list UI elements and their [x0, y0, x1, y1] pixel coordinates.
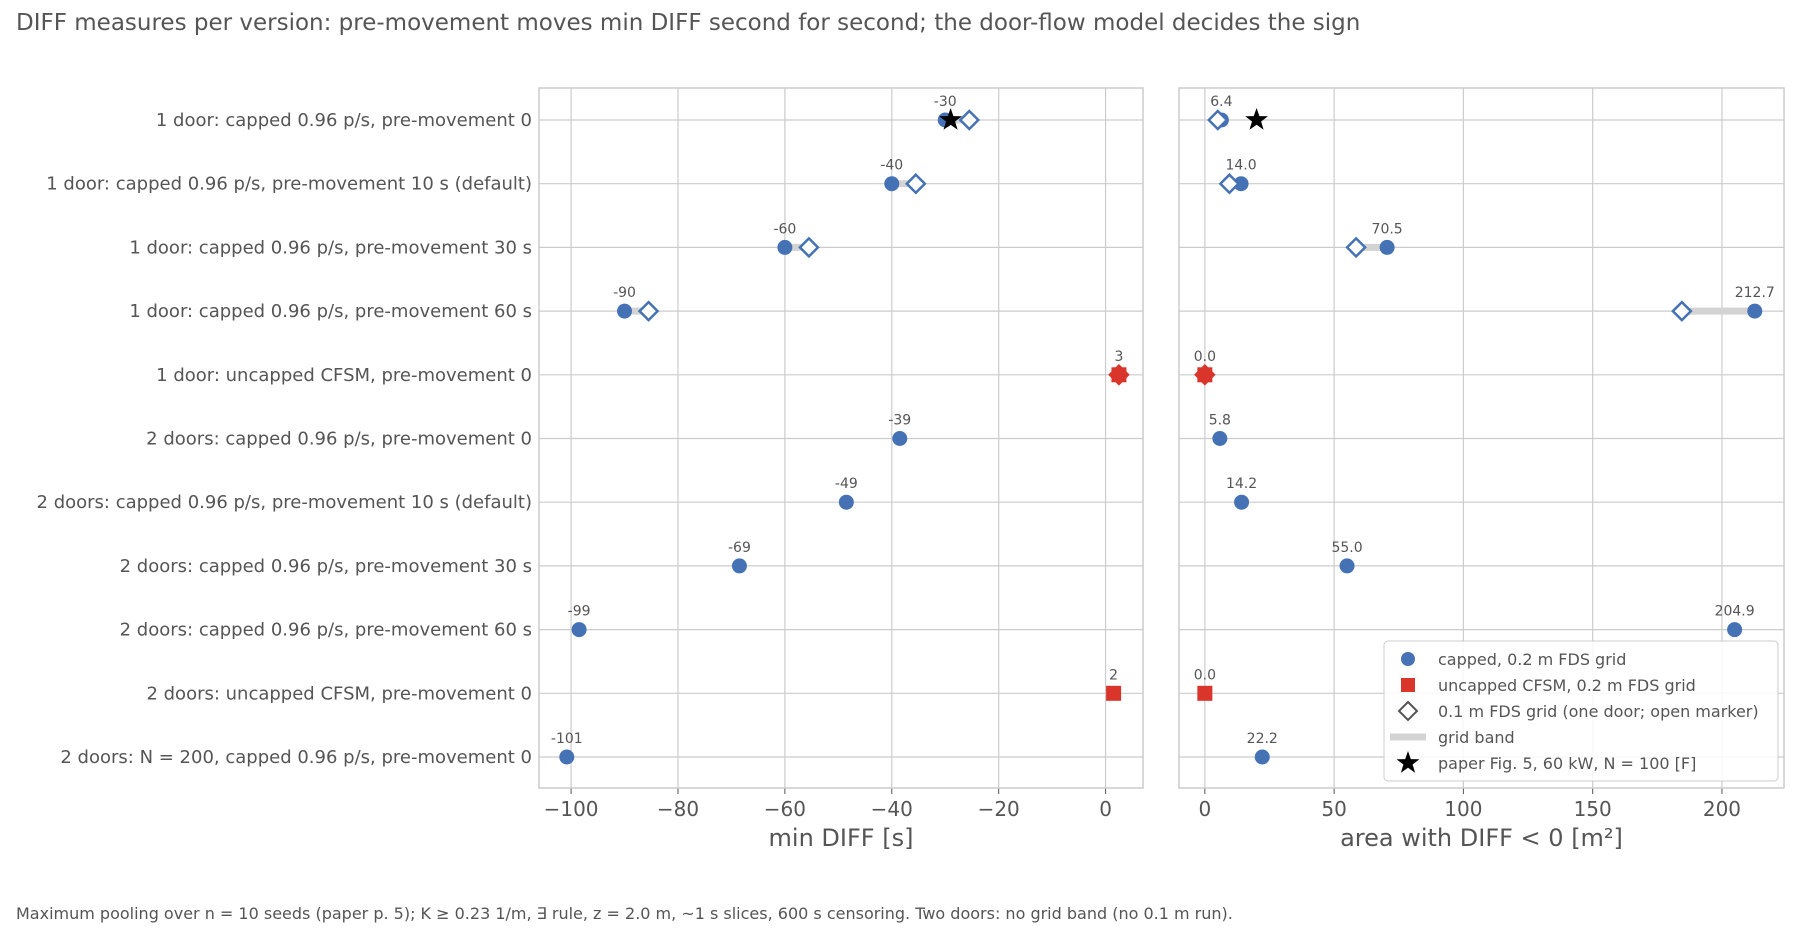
fine-grid-diamond-marker — [798, 236, 820, 259]
row-label: 2 doors: capped 0.96 p/s, pre-movement 1… — [37, 492, 532, 513]
capped-circle-marker — [1727, 622, 1743, 638]
legend-label: grid band — [1438, 728, 1515, 747]
data-label: 0.0 — [1194, 349, 1216, 365]
x-tick-label: 50 — [1321, 797, 1346, 821]
x-tick-label: 0 — [1099, 797, 1112, 821]
data-label: -49 — [835, 476, 858, 492]
x-tick-label: −20 — [978, 797, 1020, 821]
legend-square-swatch — [1401, 678, 1415, 692]
x-tick-label: −100 — [544, 797, 599, 821]
data-label: -40 — [880, 158, 903, 174]
legend-label: 0.1 m FDS grid (one door; open marker) — [1438, 702, 1759, 721]
data-label: 0.0 — [1194, 667, 1216, 683]
data-label: 14.2 — [1226, 476, 1257, 492]
legend-diamond-swatch — [1397, 700, 1419, 722]
axes-frame — [538, 87, 1144, 789]
row-label: 2 doors: capped 0.96 p/s, pre-movement 3… — [120, 556, 532, 577]
legend-circle-swatch — [1401, 652, 1415, 666]
data-label: 22.2 — [1247, 731, 1278, 747]
fine-grid-diamond-marker — [1108, 364, 1130, 386]
capped-circle-marker — [1379, 239, 1395, 255]
data-label: -90 — [613, 285, 636, 301]
capped-circle-marker — [884, 176, 900, 192]
fine-grid-diamond-marker — [905, 172, 927, 195]
data-label: 204.9 — [1715, 604, 1755, 620]
chart-title: DIFF measures per version: pre-movement … — [16, 10, 1361, 36]
capped-circle-marker — [1747, 303, 1763, 319]
data-label: 212.7 — [1735, 285, 1775, 301]
fine-grid-diamond-marker — [1345, 236, 1367, 259]
capped-circle-marker — [777, 239, 793, 255]
data-label: -99 — [568, 604, 591, 620]
x-axis-label: area with DIFF < 0 [m²] — [1340, 824, 1623, 852]
fine-grid-diamond-marker — [1671, 300, 1693, 322]
fine-grid-diamond-marker — [637, 300, 660, 322]
paper-star-marker — [939, 108, 962, 130]
footnote: Maximum pooling over n = 10 seeds (paper… — [16, 904, 1233, 923]
row-labels: 1 door: capped 0.96 p/s, pre-movement 0 1… — [37, 110, 532, 768]
legend: capped, 0.2 m FDS grid uncapped CFSM, 0.2… — [1383, 640, 1779, 782]
x-tick-label: −60 — [764, 797, 806, 821]
capped-circle-marker — [571, 622, 587, 638]
paper-star-marker — [1245, 108, 1268, 130]
data-label: -69 — [728, 540, 751, 556]
row-label: 1 door: uncapped CFSM, pre-movement 0 — [156, 365, 532, 386]
data-label: -60 — [773, 221, 796, 237]
data-label: -30 — [934, 94, 957, 110]
x-tick-label: 100 — [1444, 797, 1482, 821]
capped-circle-marker — [1212, 431, 1228, 446]
x-tick-label: 200 — [1703, 797, 1741, 821]
capped-circle-marker — [617, 303, 633, 319]
capped-circle-marker — [559, 749, 575, 765]
legend-label: capped, 0.2 m FDS grid — [1438, 650, 1626, 669]
data-label: 14.0 — [1225, 158, 1256, 174]
uncapped-square-marker — [1197, 685, 1213, 701]
data-label: 3 — [1114, 349, 1123, 365]
row-label: 1 door: capped 0.96 p/s, pre-movement 30… — [129, 237, 532, 258]
axes-frame — [1178, 87, 1785, 789]
x-axis-label: min DIFF [s] — [769, 824, 914, 852]
data-label: 2 — [1109, 667, 1118, 683]
row-label: 2 doors: capped 0.96 p/s, pre-movement 6… — [120, 620, 532, 641]
capped-circle-marker — [1339, 558, 1355, 574]
x-tick-label: 0 — [1198, 797, 1211, 821]
row-label: 1 door: capped 0.96 p/s, pre-movement 0 — [156, 110, 532, 131]
legend-box — [1383, 640, 1779, 782]
capped-circle-marker — [838, 494, 854, 510]
capped-circle-marker — [892, 431, 908, 446]
uncapped-square-marker — [1106, 685, 1122, 701]
x-tick-label: −80 — [657, 797, 699, 821]
capped-circle-marker — [1254, 749, 1270, 765]
fine-grid-diamond-marker — [1218, 172, 1241, 195]
data-label: -101 — [551, 731, 583, 747]
data-label: 6.4 — [1210, 94, 1232, 110]
x-tick-label: 150 — [1574, 797, 1612, 821]
fine-grid-diamond-marker — [1207, 109, 1229, 131]
legend-star-swatch — [1396, 751, 1420, 773]
capped-circle-marker — [731, 558, 747, 574]
data-label: -39 — [888, 413, 911, 429]
legend-label: uncapped CFSM, 0.2 m FDS grid — [1438, 676, 1696, 695]
legend-label: paper Fig. 5, 60 kW, N = 100 [F] — [1438, 754, 1696, 773]
row-label: 2 doors: N = 200, capped 0.96 p/s, pre-m… — [60, 747, 532, 768]
row-label: 2 doors: capped 0.96 p/s, pre-movement 0 — [146, 429, 532, 450]
x-tick-label: −40 — [871, 797, 913, 821]
capped-circle-marker — [1234, 494, 1250, 510]
fine-grid-diamond-marker — [958, 109, 981, 131]
row-label: 1 door: capped 0.96 p/s, pre-movement 60… — [129, 301, 532, 322]
row-label: 2 doors: uncapped CFSM, pre-movement 0 — [146, 683, 532, 704]
fine-grid-diamond-marker — [1194, 364, 1216, 386]
data-label: 5.8 — [1209, 413, 1231, 429]
left-panel-min-diff: −100 −80 −60 −40 −20 0 min DIFF [s] -30 -40 -60 -9… — [538, 87, 1144, 852]
data-label: 70.5 — [1372, 221, 1403, 237]
data-label: 55.0 — [1331, 540, 1362, 556]
capped-circle-marker — [1233, 176, 1249, 192]
row-label: 1 door: capped 0.96 p/s, pre-movement 10… — [46, 174, 532, 195]
